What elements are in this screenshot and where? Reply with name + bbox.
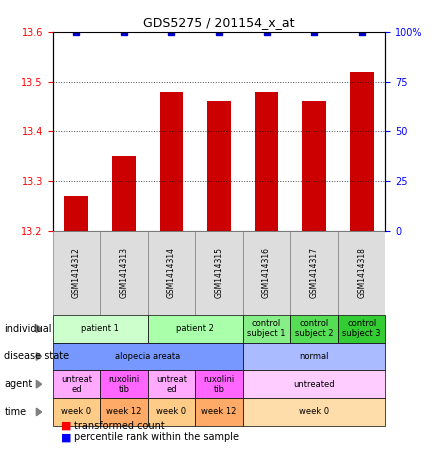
Text: GDS5275 / 201154_x_at: GDS5275 / 201154_x_at — [143, 16, 295, 29]
Bar — [159, 92, 184, 231]
Polygon shape — [36, 352, 42, 360]
Polygon shape — [36, 408, 42, 416]
Text: ■: ■ — [61, 432, 72, 442]
Text: alopecia areata: alopecia areata — [115, 352, 180, 361]
Text: transformed count: transformed count — [74, 421, 165, 431]
Bar — [254, 92, 279, 231]
Text: untreat
ed: untreat ed — [61, 375, 92, 394]
FancyBboxPatch shape — [195, 231, 243, 315]
Text: control
subject 1: control subject 1 — [247, 319, 286, 338]
Text: GSM1414315: GSM1414315 — [215, 247, 223, 299]
Polygon shape — [36, 381, 42, 388]
Text: control
subject 2: control subject 2 — [295, 319, 333, 338]
Text: patient 1: patient 1 — [81, 324, 119, 333]
Text: week 12: week 12 — [106, 407, 141, 416]
FancyBboxPatch shape — [148, 231, 195, 315]
Text: GSM1414313: GSM1414313 — [120, 247, 128, 299]
Text: untreat
ed: untreat ed — [156, 375, 187, 394]
Text: week 0: week 0 — [156, 407, 187, 416]
Text: disease state: disease state — [4, 352, 70, 361]
Text: patient 2: patient 2 — [176, 324, 214, 333]
Text: agent: agent — [4, 379, 32, 389]
Bar — [350, 72, 374, 231]
Text: untreated: untreated — [293, 380, 335, 389]
Text: GSM1414314: GSM1414314 — [167, 247, 176, 299]
Text: control
subject 3: control subject 3 — [343, 319, 381, 338]
Text: time: time — [4, 407, 27, 417]
Text: GSM1414316: GSM1414316 — [262, 247, 271, 299]
Text: GSM1414318: GSM1414318 — [357, 247, 366, 299]
FancyBboxPatch shape — [290, 231, 338, 315]
Bar — [112, 156, 136, 231]
Text: individual: individual — [4, 324, 52, 334]
Text: GSM1414317: GSM1414317 — [310, 247, 318, 299]
Text: GSM1414312: GSM1414312 — [72, 247, 81, 299]
Bar — [302, 101, 326, 231]
FancyBboxPatch shape — [53, 231, 100, 315]
FancyBboxPatch shape — [338, 231, 385, 315]
Text: week 0: week 0 — [299, 407, 329, 416]
Text: percentile rank within the sample: percentile rank within the sample — [74, 432, 240, 442]
Text: week 0: week 0 — [61, 407, 92, 416]
Bar — [64, 196, 88, 231]
Text: week 12: week 12 — [201, 407, 237, 416]
Text: ruxolini
tib: ruxolini tib — [203, 375, 235, 394]
Text: ■: ■ — [61, 421, 72, 431]
Text: ruxolini
tib: ruxolini tib — [108, 375, 140, 394]
Text: normal: normal — [299, 352, 329, 361]
FancyBboxPatch shape — [243, 231, 290, 315]
Bar — [207, 101, 231, 231]
Polygon shape — [36, 325, 42, 333]
FancyBboxPatch shape — [100, 231, 148, 315]
